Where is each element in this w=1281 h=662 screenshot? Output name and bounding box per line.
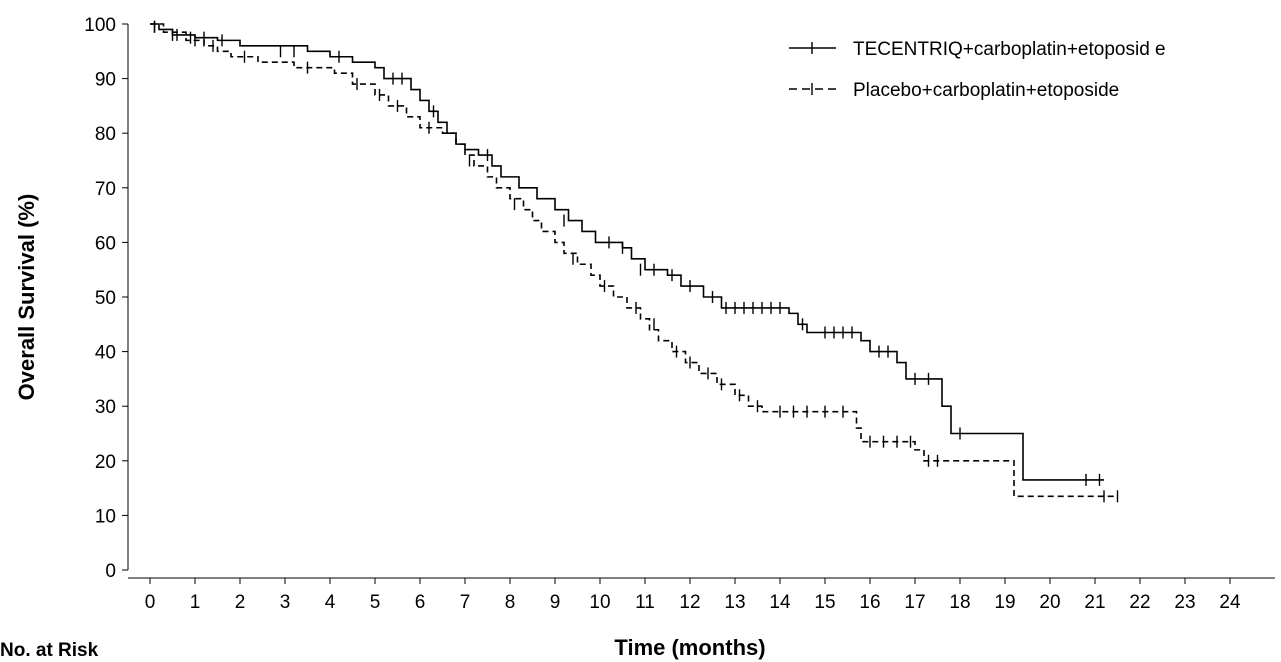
x-tick-label: 13	[724, 592, 745, 613]
x-tick-label: 17	[904, 592, 925, 613]
x-tick-label: 18	[949, 592, 970, 613]
x-tick-label: 19	[994, 592, 1015, 613]
x-tick-label: 0	[145, 592, 156, 613]
x-tick-label: 3	[280, 592, 291, 613]
y-axis: 0 10 20 30 40 50 60 70 80 90 100	[84, 15, 129, 582]
x-axis: 0 1 2 3 4 5 6 7 8 9 10 11 12 13 14 15 16 17 18 19 20 21 22 23 24	[128, 577, 1275, 613]
legend: TECENTRIQ+carboplatin+etoposid e Placebo+…	[789, 39, 1166, 101]
x-tick-label: 20	[1039, 592, 1060, 613]
x-ticks: 0 1 2 3 4 5 6 7 8 9 10 11 12 13 14 15 16 17 18 19 20 21 22 23 24	[145, 578, 1241, 613]
x-tick-label: 6	[415, 592, 426, 613]
x-tick-label: 8	[505, 592, 516, 613]
x-tick-label: 2	[235, 592, 246, 613]
x-tick-label: 4	[325, 592, 336, 613]
x-tick-label: 23	[1174, 592, 1195, 613]
x-tick-label: 9	[550, 592, 561, 613]
y-tick-label: 50	[95, 288, 116, 309]
legend-label: Placebo+carboplatin+etoposide	[853, 80, 1119, 101]
plot-area	[150, 20, 1119, 503]
x-tick-label: 14	[769, 592, 791, 613]
y-tick-label: 80	[95, 124, 116, 145]
y-tick-label: 30	[95, 397, 116, 418]
series-1	[150, 20, 1104, 486]
y-tick-label: 90	[95, 70, 116, 91]
x-tick-label: 10	[589, 592, 610, 613]
series-2-curve	[150, 23, 1118, 498]
y-tick-label: 20	[95, 452, 116, 473]
legend-label: TECENTRIQ+carboplatin+etoposid e	[853, 39, 1166, 60]
x-tick-label: 7	[460, 592, 471, 613]
x-axis-title: Time (months)	[614, 635, 765, 660]
y-tick-label: 60	[95, 233, 116, 254]
x-tick-label: 11	[635, 592, 655, 613]
y-tick-label: 10	[95, 506, 116, 527]
x-tick-label: 22	[1129, 592, 1150, 613]
y-tick-label: 0	[105, 561, 116, 582]
y-axis-title: Overall Survival (%)	[14, 194, 39, 401]
legend-item-2: Placebo+carboplatin+etoposide	[789, 80, 1119, 101]
x-tick-label: 5	[370, 592, 381, 613]
number-at-risk-label: No. at Risk	[0, 640, 99, 661]
x-tick-label: 16	[859, 592, 880, 613]
y-tick-label: 40	[95, 343, 116, 364]
x-tick-label: 15	[814, 592, 835, 613]
x-tick-label: 24	[1219, 592, 1241, 613]
x-tick-label: 1	[190, 592, 201, 613]
y-tick-label: 70	[95, 179, 116, 200]
y-tick-label: 100	[84, 15, 116, 36]
y-ticks: 0 10 20 30 40 50 60 70 80 90 100	[84, 15, 128, 582]
series-2	[150, 20, 1119, 503]
x-tick-label: 21	[1084, 592, 1105, 613]
legend-item-1: TECENTRIQ+carboplatin+etoposid e	[789, 39, 1166, 60]
x-tick-label: 12	[679, 592, 700, 613]
